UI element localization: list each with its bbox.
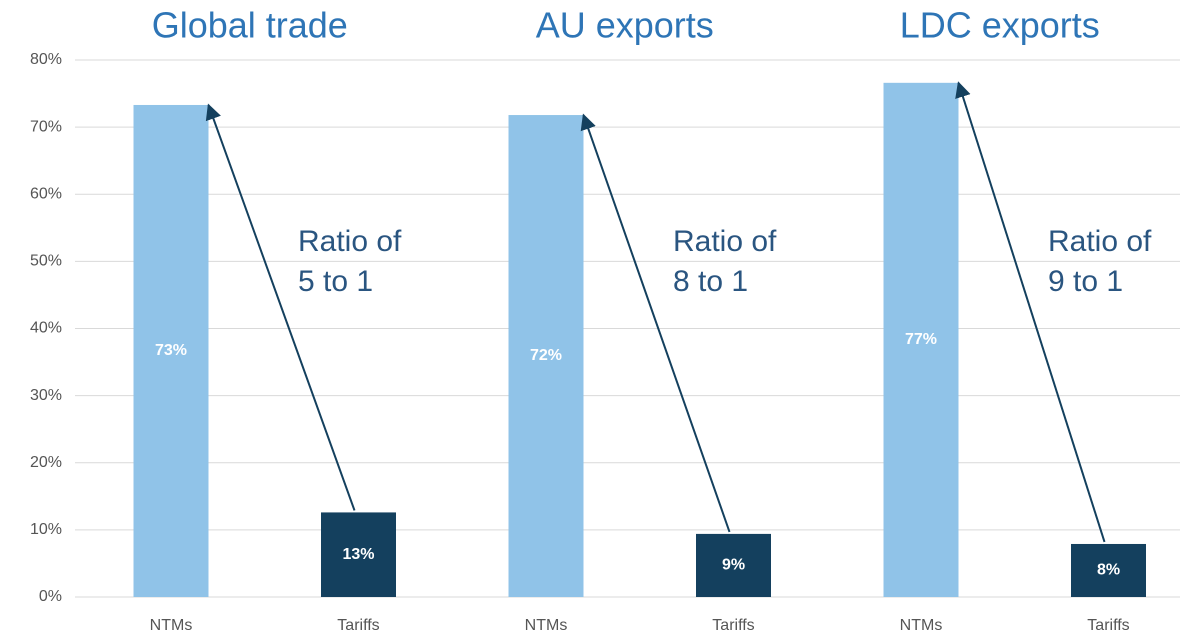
y-tick-label: 20% <box>30 454 62 471</box>
y-tick-label: 10% <box>30 521 62 538</box>
annotation: 9 to 1 <box>1048 265 1123 298</box>
x-tick-label: NTMs <box>900 617 943 634</box>
bar <box>321 512 396 597</box>
value-label: 72% <box>530 347 562 364</box>
group-title: LDC exports <box>900 5 1100 46</box>
y-tick-label: 50% <box>30 253 62 270</box>
value-label: 8% <box>1097 562 1120 579</box>
x-tick-label: Tariffs <box>712 617 754 634</box>
y-tick-label: 60% <box>30 185 62 202</box>
annotation: 8 to 1 <box>673 265 748 298</box>
x-tick-label: NTMs <box>150 617 193 634</box>
y-tick-label: 30% <box>30 387 62 404</box>
x-tick-label: Tariffs <box>1087 617 1129 634</box>
value-label: 9% <box>722 557 745 574</box>
ratio-arrow <box>205 103 356 511</box>
y-tick-label: 0% <box>39 588 62 605</box>
ratio-arrow <box>580 113 731 533</box>
bar <box>133 104 209 597</box>
x-tick-label: Tariffs <box>337 617 379 634</box>
bar <box>508 115 584 597</box>
value-label: 77% <box>905 331 937 348</box>
bar <box>883 82 959 597</box>
y-tick-label: 40% <box>30 320 62 337</box>
y-tick-label: 70% <box>30 118 62 135</box>
value-label: 73% <box>155 342 187 359</box>
bar <box>1071 543 1146 597</box>
value-label: 13% <box>342 546 374 563</box>
x-tick-label: NTMs <box>525 617 568 634</box>
annotation: Ratio of <box>673 225 777 258</box>
annotation: Ratio of <box>1048 225 1152 258</box>
bar <box>696 533 771 597</box>
annotation: 5 to 1 <box>298 265 373 298</box>
group-title: Global trade <box>152 5 348 46</box>
ratio-arrow <box>955 81 1106 543</box>
y-tick-label: 80% <box>30 51 62 68</box>
group-title: AU exports <box>536 5 714 46</box>
annotation: Ratio of <box>298 225 402 258</box>
